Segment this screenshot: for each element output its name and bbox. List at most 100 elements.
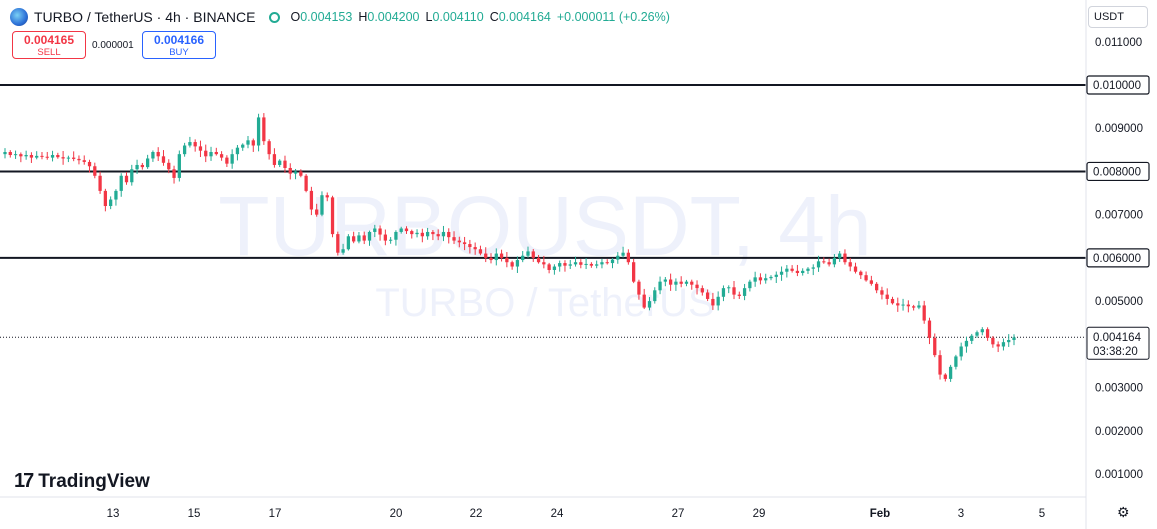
candle-body [515, 260, 520, 267]
candle-body [595, 264, 599, 266]
buy-button[interactable]: 0.004166 BUY [142, 31, 216, 59]
candle [610, 258, 615, 269]
x-tick-label: 24 [551, 508, 564, 520]
candle [45, 151, 49, 160]
candle [473, 242, 477, 255]
candle [193, 139, 197, 152]
candle-body [684, 281, 689, 284]
candle-body [806, 268, 810, 271]
candle-body [737, 294, 741, 296]
candle [510, 260, 514, 270]
candle [864, 271, 868, 282]
candle-body [204, 150, 208, 157]
candle-body [473, 247, 477, 250]
candle-body [732, 287, 736, 295]
candle [515, 256, 520, 273]
tradingview-wordmark: TradingView [38, 470, 150, 492]
currency-select[interactable]: USDT [1088, 6, 1148, 28]
tradingview-logo[interactable]: 17 TradingView [14, 470, 150, 493]
candle [711, 292, 715, 310]
candle [933, 333, 937, 358]
candle [61, 151, 65, 165]
candle [167, 159, 171, 174]
candle-body [626, 252, 630, 263]
candle-body [109, 199, 113, 207]
candle-body [309, 190, 314, 210]
candle [209, 146, 213, 161]
candle [838, 251, 842, 262]
candle-body [552, 266, 557, 270]
candle [293, 168, 298, 180]
candle-body [948, 366, 953, 379]
candle [50, 150, 55, 162]
candle-body [832, 257, 837, 265]
candle-body [779, 271, 784, 275]
candle [452, 231, 456, 245]
candle [256, 113, 261, 152]
candle-body [156, 151, 160, 157]
candle [737, 291, 741, 299]
y-tick-label: 0.002000 [1095, 426, 1143, 438]
candle [394, 230, 398, 246]
candle [24, 150, 28, 160]
candle-body [943, 374, 947, 379]
change-value: +0.000011 (+0.26%) [556, 10, 670, 24]
candle-body [589, 263, 594, 266]
symbol-title[interactable]: TURBO / TetherUS · 4h · BINANCE [34, 9, 256, 25]
candle-body [521, 255, 525, 261]
candle [431, 230, 435, 241]
line-price-tag-label: 0.008000 [1093, 166, 1141, 178]
candle-body [436, 234, 440, 237]
candle-body [510, 262, 514, 267]
candle-body [56, 155, 60, 158]
candle-body [235, 147, 240, 155]
candle [885, 288, 889, 305]
candle [927, 317, 932, 345]
candle [262, 113, 266, 145]
candle-body [484, 253, 488, 258]
candle-body [425, 231, 430, 237]
candle-body [970, 335, 974, 341]
candle [156, 147, 160, 161]
candle [40, 152, 44, 160]
candle-body [45, 156, 49, 158]
x-tick-label: 20 [390, 508, 403, 520]
candle [753, 271, 757, 287]
candle [352, 231, 356, 244]
candle-body [219, 154, 224, 158]
candle [690, 279, 694, 290]
candle-body [880, 290, 884, 295]
candle [869, 275, 874, 286]
sell-button[interactable]: 0.004165 SELL [12, 31, 86, 59]
candle-body [468, 244, 472, 248]
candle-body [478, 249, 483, 254]
candle-body [489, 257, 493, 261]
candle [145, 154, 150, 169]
settings-icon[interactable]: ⚙ [1117, 504, 1130, 520]
candle-body [431, 231, 435, 235]
high-label: H [358, 10, 368, 24]
candle-body [140, 164, 144, 168]
candle-body [262, 117, 266, 142]
candle [357, 232, 361, 244]
candle [943, 373, 947, 382]
candle [779, 266, 784, 281]
candle-body [795, 270, 800, 274]
candle-body [315, 209, 319, 215]
line-price-tag-label: 0.006000 [1093, 253, 1141, 265]
candle-body [320, 195, 324, 215]
candle [188, 136, 192, 148]
candle-body [827, 262, 831, 265]
x-tick-label: 17 [269, 508, 282, 520]
candle [235, 144, 240, 161]
candle [721, 285, 726, 302]
horizontal-lines [0, 84, 1086, 338]
candle [251, 138, 255, 152]
candle [521, 251, 525, 263]
candle [436, 229, 440, 241]
candle [970, 333, 974, 345]
candle [848, 257, 852, 272]
candle [66, 155, 71, 163]
candle-body [457, 240, 461, 243]
